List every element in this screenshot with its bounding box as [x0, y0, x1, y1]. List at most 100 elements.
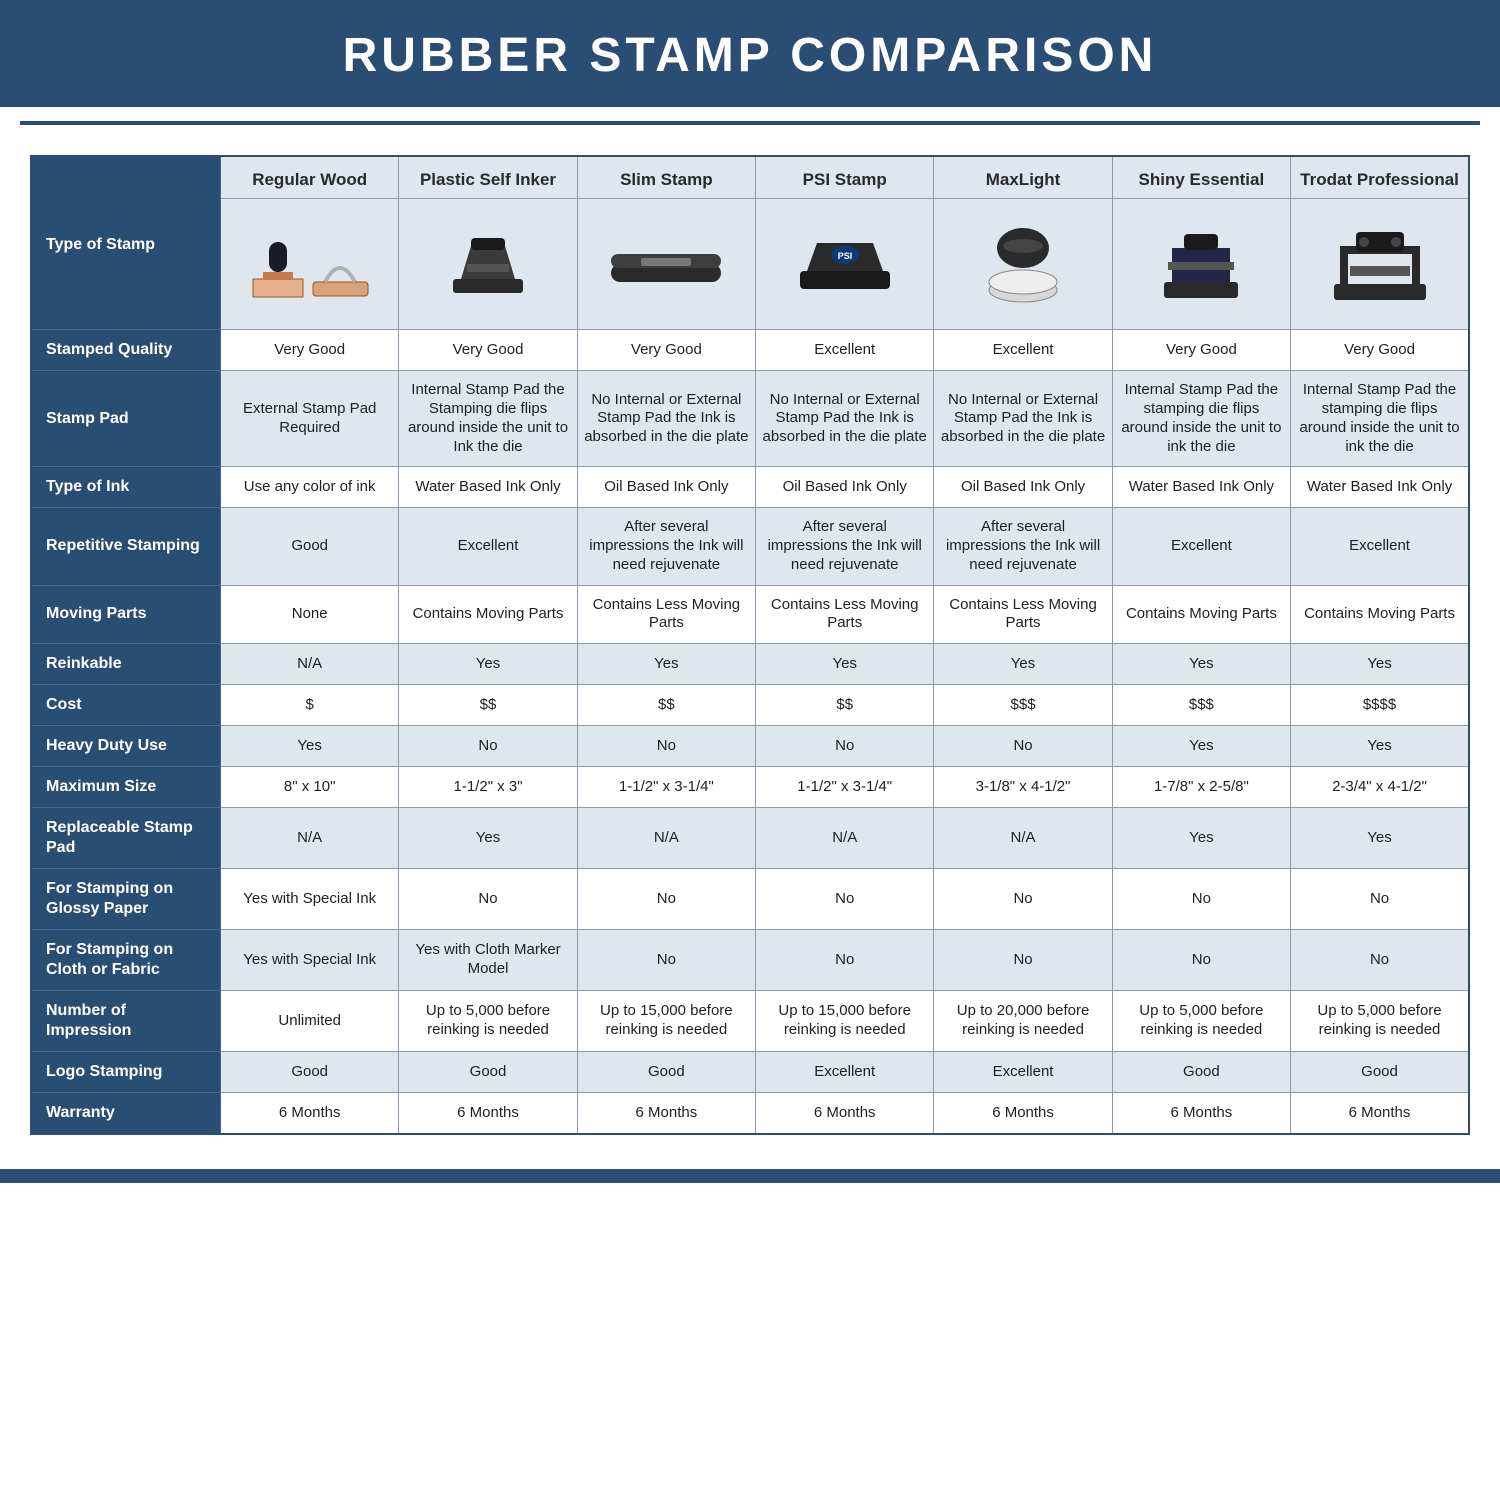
table-cell: No — [1291, 869, 1469, 930]
table-cell: Use any color of ink — [221, 467, 399, 508]
table-row: For Stamping on Cloth or FabricYes with … — [31, 930, 1469, 991]
table-cell: No — [756, 930, 934, 991]
stamp-image-cell: PSI — [756, 199, 934, 330]
table-row: Cost$$$$$$$$$$$$$$$$$ — [31, 685, 1469, 726]
stamp-image-cell — [399, 199, 577, 330]
stamp-image-cell — [221, 199, 399, 330]
table-cell: Yes — [934, 644, 1112, 685]
table-row: Logo StampingGoodGoodGoodExcellentExcell… — [31, 1052, 1469, 1093]
table-cell: $$ — [399, 685, 577, 726]
table-cell: Contains Less Moving Parts — [577, 585, 755, 644]
table-cell: No — [577, 930, 755, 991]
table-cell: No Internal or External Stamp Pad the In… — [577, 371, 755, 467]
title-rule-wrap — [0, 107, 1500, 155]
table-cell: N/A — [934, 808, 1112, 869]
table-cell: Oil Based Ink Only — [577, 467, 755, 508]
row-label: Maximum Size — [31, 767, 221, 808]
row-label: Number of Impression — [31, 991, 221, 1052]
table-cell: 6 Months — [1291, 1093, 1469, 1135]
table-cell: No — [756, 869, 934, 930]
table-cell: Excellent — [399, 508, 577, 585]
table-row: For Stamping on Glossy PaperYes with Spe… — [31, 869, 1469, 930]
table-cell: Internal Stamp Pad the Stamping die flip… — [399, 371, 577, 467]
table-cell: 6 Months — [1112, 1093, 1290, 1135]
psi-stamp-icon: PSI — [785, 229, 905, 299]
table-cell: 6 Months — [934, 1093, 1112, 1135]
footer-bar — [0, 1169, 1500, 1183]
table-cell: After several impressions the Ink will n… — [577, 508, 755, 585]
table-wrap: Type of Stamp Regular Wood Plastic Self … — [0, 155, 1500, 1135]
table-cell: Good — [577, 1052, 755, 1093]
table-cell: Water Based Ink Only — [1291, 467, 1469, 508]
table-cell: N/A — [756, 808, 934, 869]
row-label: Reinkable — [31, 644, 221, 685]
table-cell: External Stamp Pad Required — [221, 371, 399, 467]
header-row: Type of Stamp Regular Wood Plastic Self … — [31, 156, 1469, 199]
row-label: Warranty — [31, 1093, 221, 1135]
col-header: Slim Stamp — [577, 156, 755, 199]
table-row: Moving PartsNoneContains Moving PartsCon… — [31, 585, 1469, 644]
table-cell: 1-1/2" x 3-1/4" — [577, 767, 755, 808]
table-cell: No — [1291, 930, 1469, 991]
table-cell: $$$ — [934, 685, 1112, 726]
row-label: Type of Ink — [31, 467, 221, 508]
table-row: Stamped QualityVery GoodVery GoodVery Go… — [31, 330, 1469, 371]
col-header: Plastic Self Inker — [399, 156, 577, 199]
table-cell: Good — [1112, 1052, 1290, 1093]
page-title: RUBBER STAMP COMPARISON — [0, 0, 1500, 107]
table-body: Stamped QualityVery GoodVery GoodVery Go… — [31, 330, 1469, 1134]
col-header: Shiny Essential — [1112, 156, 1290, 199]
row-label: Stamped Quality — [31, 330, 221, 371]
table-cell: Excellent — [1112, 508, 1290, 585]
table-cell: Contains Less Moving Parts — [756, 585, 934, 644]
table-cell: 1-1/2" x 3" — [399, 767, 577, 808]
table-cell: Up to 5,000 before reinking is needed — [1291, 991, 1469, 1052]
table-cell: Oil Based Ink Only — [756, 467, 934, 508]
row-label: Logo Stamping — [31, 1052, 221, 1093]
table-cell: Internal Stamp Pad the stamping die flip… — [1291, 371, 1469, 467]
row-label: Repetitive Stamping — [31, 508, 221, 585]
table-cell: Yes — [1291, 644, 1469, 685]
row-label: Replaceable Stamp Pad — [31, 808, 221, 869]
table-cell: After several impressions the Ink will n… — [756, 508, 934, 585]
stamp-image-cell — [934, 199, 1112, 330]
trodat-pro-icon — [1320, 222, 1440, 307]
wood-stamp-icon — [245, 224, 375, 304]
row-label: Cost — [31, 685, 221, 726]
table-cell: Water Based Ink Only — [1112, 467, 1290, 508]
col-header: Trodat Professional — [1291, 156, 1469, 199]
table-cell: Up to 5,000 before reinking is needed — [1112, 991, 1290, 1052]
row-label: For Stamping on Glossy Paper — [31, 869, 221, 930]
table-cell: Contains Less Moving Parts — [934, 585, 1112, 644]
table-cell: N/A — [221, 644, 399, 685]
table-cell: Yes — [221, 726, 399, 767]
table-cell: 1-1/2" x 3-1/4" — [756, 767, 934, 808]
table-cell: After several impressions the Ink will n… — [934, 508, 1112, 585]
stamp-image-cell — [1291, 199, 1469, 330]
row-label: Moving Parts — [31, 585, 221, 644]
table-cell: Excellent — [756, 1052, 934, 1093]
table-cell: No — [577, 726, 755, 767]
table-cell: No — [1112, 869, 1290, 930]
title-rule — [20, 121, 1480, 125]
table-cell: Contains Moving Parts — [1112, 585, 1290, 644]
table-cell: Excellent — [934, 330, 1112, 371]
table-cell: $$ — [756, 685, 934, 726]
table-cell: No — [577, 869, 755, 930]
table-cell: Good — [221, 1052, 399, 1093]
table-cell: Good — [1291, 1052, 1469, 1093]
table-cell: No — [756, 726, 934, 767]
first-rowhead: Type of Stamp — [31, 156, 221, 330]
table-cell: Up to 15,000 before reinking is needed — [577, 991, 755, 1052]
col-header: PSI Stamp — [756, 156, 934, 199]
row-label: For Stamping on Cloth or Fabric — [31, 930, 221, 991]
page: RUBBER STAMP COMPARISON Type of Stamp Re… — [0, 0, 1500, 1223]
self-inker-icon — [433, 224, 543, 304]
table-cell: Good — [221, 508, 399, 585]
table-cell: Excellent — [1291, 508, 1469, 585]
table-cell: Up to 15,000 before reinking is needed — [756, 991, 934, 1052]
table-row: Warranty6 Months6 Months6 Months6 Months… — [31, 1093, 1469, 1135]
table-cell: 2-3/4" x 4-1/2" — [1291, 767, 1469, 808]
table-cell: N/A — [577, 808, 755, 869]
table-cell: 6 Months — [399, 1093, 577, 1135]
